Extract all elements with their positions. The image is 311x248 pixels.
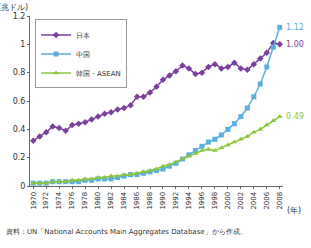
svg-text:1970: 1970 bbox=[30, 192, 38, 210]
svg-text:中国: 中国 bbox=[76, 51, 90, 59]
svg-text:日本: 日本 bbox=[76, 32, 90, 40]
svg-text:1: 1 bbox=[20, 40, 25, 49]
svg-text:(年): (年) bbox=[287, 206, 301, 215]
svg-text:1982: 1982 bbox=[107, 192, 115, 210]
svg-text:2000: 2000 bbox=[224, 192, 232, 210]
svg-text:1988: 1988 bbox=[146, 192, 154, 210]
svg-text:0.2: 0.2 bbox=[13, 153, 26, 162]
svg-text:1.12: 1.12 bbox=[286, 23, 304, 32]
svg-text:1986: 1986 bbox=[133, 191, 141, 209]
svg-text:1992: 1992 bbox=[172, 192, 180, 210]
svg-text:0.6: 0.6 bbox=[13, 97, 26, 106]
svg-text:2006: 2006 bbox=[263, 191, 271, 209]
svg-text:2004: 2004 bbox=[250, 191, 258, 209]
svg-text:1972: 1972 bbox=[42, 192, 50, 210]
svg-text:0: 0 bbox=[20, 182, 25, 191]
svg-text:1.00: 1.00 bbox=[286, 40, 304, 49]
svg-text:資料：UN「National Accounts Main A: 資料：UN「National Accounts Main Aggregates … bbox=[6, 228, 247, 236]
svg-text:2002: 2002 bbox=[237, 192, 245, 210]
svg-text:1.2: 1.2 bbox=[13, 12, 26, 21]
svg-text:1980: 1980 bbox=[94, 192, 102, 210]
svg-text:1990: 1990 bbox=[159, 192, 167, 210]
svg-text:1974: 1974 bbox=[55, 191, 63, 209]
svg-text:1976: 1976 bbox=[68, 191, 76, 209]
svg-text:1978: 1978 bbox=[81, 192, 89, 210]
svg-text:韓国・ASEAN: 韓国・ASEAN bbox=[76, 70, 121, 78]
svg-text:1994: 1994 bbox=[185, 191, 193, 209]
svg-text:1996: 1996 bbox=[198, 191, 206, 209]
svg-text:0.8: 0.8 bbox=[13, 68, 26, 77]
svg-text:0.4: 0.4 bbox=[13, 125, 26, 134]
svg-text:1998: 1998 bbox=[211, 192, 219, 210]
svg-text:2008: 2008 bbox=[276, 192, 284, 210]
svg-text:0.49: 0.49 bbox=[286, 112, 304, 121]
svg-text:(兆ドル): (兆ドル) bbox=[0, 3, 28, 12]
svg-text:1984: 1984 bbox=[120, 191, 128, 209]
